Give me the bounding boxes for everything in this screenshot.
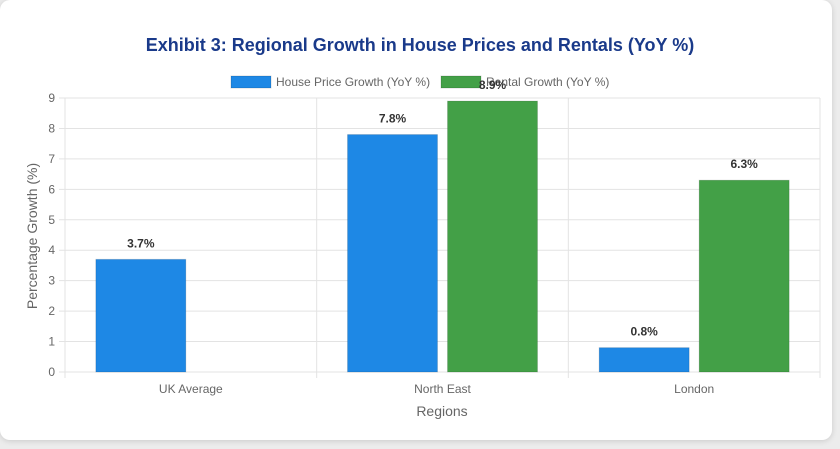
data-label: 3.7% (127, 236, 155, 250)
y-tick-label: 7 (48, 152, 55, 166)
legend[interactable]: House Price Growth (YoY %) Rental Growth … (230, 75, 609, 89)
bar-house-price-uk-average[interactable] (95, 258, 187, 373)
y-tick-label: 3 (48, 274, 55, 288)
bar-rental-london[interactable] (698, 179, 790, 373)
bar-rental-north-east[interactable] (447, 100, 538, 373)
data-label: 6.3% (730, 157, 758, 171)
data-label: 0.8% (630, 325, 658, 339)
legend-label[interactable]: Rental Growth (YoY %) (486, 75, 609, 89)
y-tick-label: 8 (48, 121, 55, 135)
y-tick-label: 2 (48, 304, 55, 318)
x-axis-title: Regions (416, 403, 467, 419)
y-axis-ticks: 0 1 2 3 4 5 6 7 8 9 (48, 91, 55, 379)
y-tick-label: 5 (48, 213, 55, 227)
y-tick-label: 0 (48, 365, 55, 379)
y-tick-label: 9 (48, 91, 55, 105)
x-tick-label: North East (414, 382, 471, 396)
bar-house-price-north-east[interactable] (347, 134, 438, 373)
y-tick-label: 1 (48, 335, 55, 349)
data-label: 8.9% (479, 78, 507, 92)
bar-house-price-london[interactable] (598, 347, 690, 373)
grid-lines (59, 97, 821, 378)
legend-swatch[interactable] (440, 75, 482, 89)
data-label: 7.8% (379, 112, 407, 126)
x-tick-label: London (674, 382, 714, 396)
x-axis-ticks: UK Average North East London (159, 382, 714, 396)
y-axis-title: Percentage Growth (%) (24, 163, 40, 309)
legend-label[interactable]: House Price Growth (YoY %) (276, 75, 430, 89)
legend-swatch[interactable] (230, 75, 272, 89)
y-tick-label: 4 (48, 243, 55, 257)
x-tick-label: UK Average (159, 382, 223, 396)
bars (95, 100, 790, 373)
data-labels: 3.7% 7.8% 0.8% 8.9% 6.3% (127, 78, 758, 339)
chart-title: Exhibit 3: Regional Growth in House Pric… (145, 35, 695, 55)
y-tick-label: 6 (48, 182, 55, 196)
